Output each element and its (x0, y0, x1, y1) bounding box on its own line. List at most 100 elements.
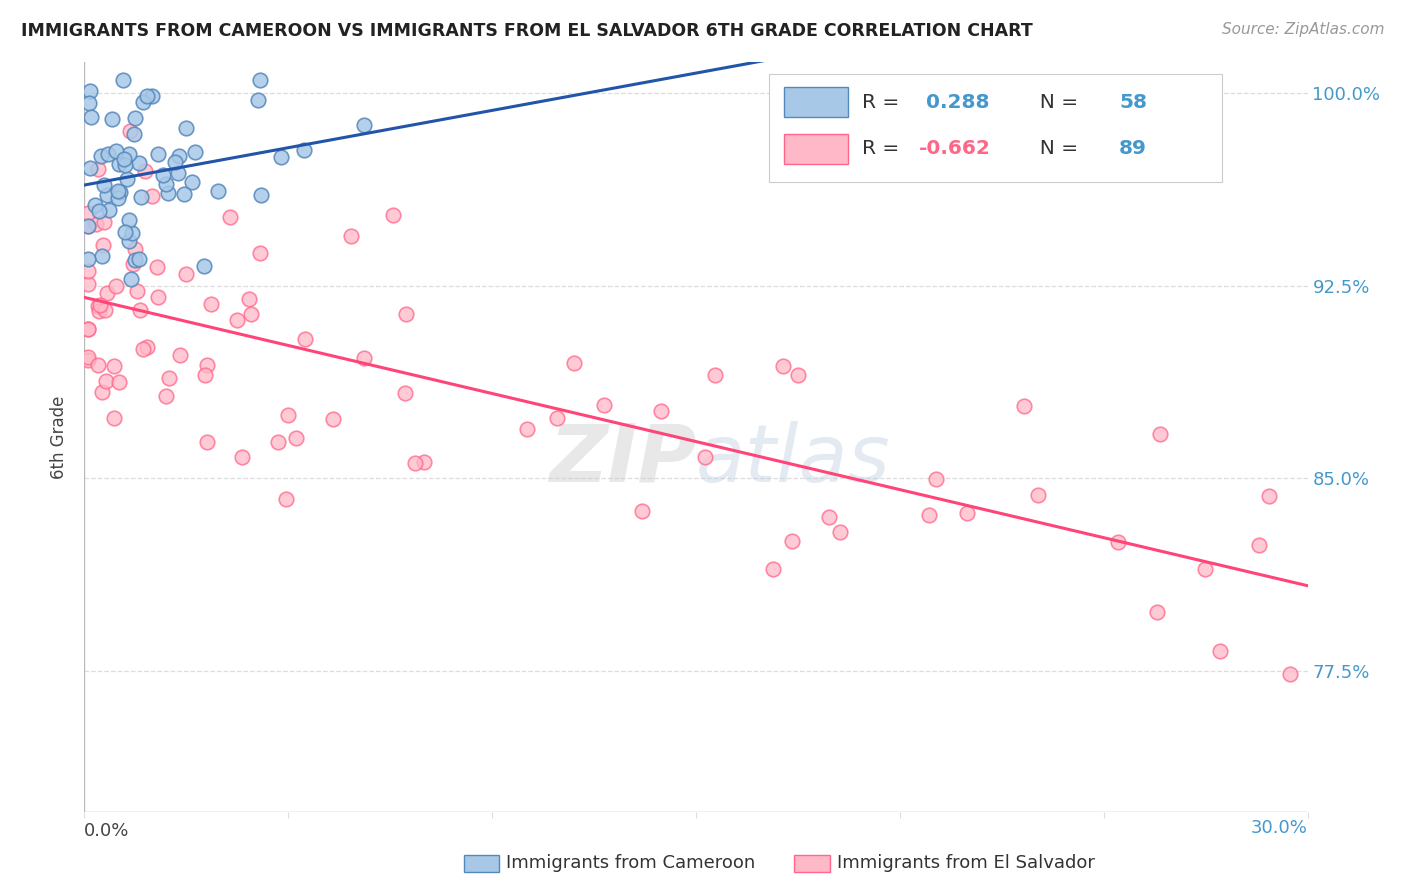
Point (79, 84, 101, 98)
Point (173, 186, 195, 201)
Point (249, 187, 271, 202)
Point (101, 112, 124, 126)
Point (231, 450, 253, 464)
Point (128, 156, 150, 170)
Point (516, 422, 538, 436)
Point (141, 89, 163, 103)
Point (93, 215, 115, 229)
Point (249, 245, 271, 260)
Point (107, 191, 129, 205)
Point (166, 166, 188, 180)
Point (174, 267, 197, 281)
Point (105, 144, 128, 158)
Point (772, 359, 794, 373)
Point (340, 228, 363, 243)
Point (77, 205, 100, 219)
Point (96, 188, 118, 202)
Point (91, 238, 114, 252)
Point (89, 298, 111, 312)
Point (818, 510, 841, 524)
Point (77, 219, 100, 233)
Point (87, 203, 110, 218)
Point (413, 455, 436, 469)
Point (91, 249, 114, 263)
Text: 0.0%: 0.0% (84, 822, 129, 840)
Point (394, 386, 416, 401)
Point (94, 302, 117, 317)
Point (395, 307, 418, 321)
Point (120, 124, 142, 138)
Point (1278, 667, 1301, 681)
Point (114, 225, 136, 239)
Point (650, 403, 672, 417)
Point (128, 252, 150, 266)
Point (105, 279, 128, 293)
Point (1107, 535, 1129, 549)
Point (108, 185, 131, 199)
Text: -0.662: -0.662 (918, 139, 990, 158)
Point (129, 303, 152, 318)
Point (285, 431, 308, 445)
Point (200, 297, 222, 311)
Point (120, 272, 142, 286)
Point (276, 491, 298, 506)
Point (136, 340, 159, 354)
Point (93, 178, 115, 193)
Point (353, 118, 375, 132)
Point (562, 356, 585, 370)
Point (546, 411, 568, 425)
Point (247, 94, 270, 108)
Point (1014, 399, 1036, 413)
Point (194, 368, 217, 382)
Point (77, 321, 100, 335)
Point (96, 285, 118, 300)
Point (225, 313, 247, 327)
Point (155, 177, 177, 191)
Point (129, 190, 152, 204)
Point (165, 155, 187, 169)
Point (121, 226, 143, 240)
Point (195, 435, 218, 450)
Point (77, 219, 100, 233)
Point (108, 376, 131, 390)
Point (152, 168, 174, 182)
Point (86, 218, 108, 232)
Point (98, 203, 121, 218)
Text: atlas: atlas (696, 420, 891, 499)
Point (695, 450, 717, 465)
Point (238, 292, 260, 306)
Point (1257, 489, 1279, 503)
Point (117, 147, 139, 161)
Point (86, 299, 108, 313)
Bar (785, 87, 848, 117)
Text: 58: 58 (1119, 93, 1147, 112)
Bar (785, 134, 848, 163)
Point (124, 252, 146, 267)
Point (167, 149, 190, 163)
Point (80, 110, 103, 124)
Point (786, 368, 808, 382)
Point (90, 384, 112, 399)
Point (103, 410, 125, 425)
Point (107, 157, 129, 171)
Point (159, 371, 181, 385)
Point (134, 164, 156, 178)
Text: N =: N = (1028, 139, 1085, 158)
Point (124, 111, 146, 125)
Point (112, 73, 135, 87)
Point (90, 149, 112, 163)
Point (174, 120, 197, 135)
Point (146, 260, 169, 274)
Point (77, 252, 100, 266)
Point (1028, 487, 1050, 501)
Point (114, 158, 136, 172)
Point (83, 198, 105, 212)
Text: ZIP: ZIP (548, 420, 696, 499)
Point (956, 506, 979, 520)
Point (1149, 427, 1171, 442)
Point (593, 398, 616, 412)
Point (405, 456, 427, 470)
Text: R =: R = (862, 93, 905, 112)
Point (77, 277, 100, 292)
Point (169, 348, 191, 362)
